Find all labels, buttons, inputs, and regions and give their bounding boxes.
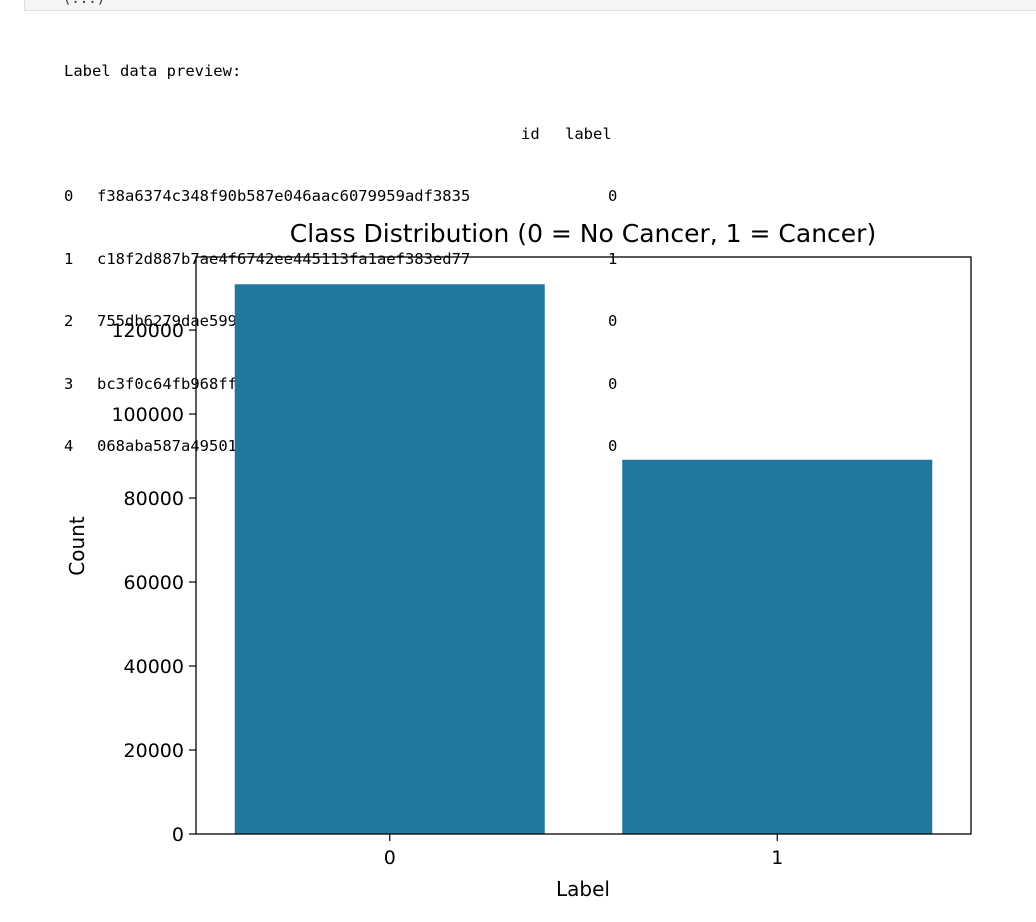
chart-title: Class Distribution (0 = No Cancer, 1 = C… — [290, 219, 876, 248]
row-index: 4 — [64, 437, 74, 455]
bars — [234, 284, 933, 834]
row-id: c18f2d887b7ae4f6742ee445113fa1aef383ed77 — [97, 249, 471, 268]
y-axis-label: Count — [65, 516, 89, 576]
y-tick-label: 120000 — [111, 320, 184, 342]
row-index: 0 — [64, 187, 74, 205]
dataframe-row: 1 c18f2d887b7ae4f6742ee445113fa1aef383ed… — [64, 246, 617, 273]
dataframe-header: id label — [64, 121, 612, 148]
row-label: 0 — [608, 312, 618, 330]
x-tick-label: 1 — [771, 847, 783, 869]
row-index: 2 — [64, 312, 74, 330]
row-index: 1 — [64, 249, 74, 268]
y-tick-label: 40000 — [124, 656, 184, 678]
row-id: f38a6374c348f90b587e046aac6079959adf3835 — [97, 187, 471, 205]
y-tick-label: 20000 — [124, 740, 184, 762]
row-index: 3 — [64, 374, 74, 393]
y-tick-label: 0 — [172, 824, 184, 846]
column-header-id: id — [521, 124, 540, 143]
column-header-label: label — [565, 124, 612, 143]
bar-0 — [234, 284, 545, 834]
row-label: 0 — [608, 374, 618, 393]
plot-frame — [195, 256, 972, 835]
x-tick-label: 0 — [384, 847, 396, 869]
bar-1 — [622, 459, 933, 834]
row-label: 1 — [608, 249, 618, 268]
row-label: 0 — [608, 187, 618, 205]
dataframe-row: 0 f38a6374c348f90b587e046aac6079959adf38… — [64, 183, 617, 210]
class-distribution-chart: Class Distribution (0 = No Cancer, 1 = C… — [65, 219, 972, 901]
y-tick-label: 80000 — [124, 488, 184, 510]
y-axis-ticks: 0 20000 40000 60000 80000 100000 120000 — [111, 320, 196, 846]
preview-heading: Label data preview: — [64, 62, 242, 80]
x-axis-label: Label — [556, 877, 610, 901]
y-tick-label: 100000 — [111, 404, 184, 426]
code-cell-edge[interactable]: (...) — [24, 0, 1036, 11]
code-fragment: (...) — [63, 0, 105, 7]
y-tick-label: 60000 — [124, 572, 184, 594]
row-label: 0 — [608, 437, 618, 455]
